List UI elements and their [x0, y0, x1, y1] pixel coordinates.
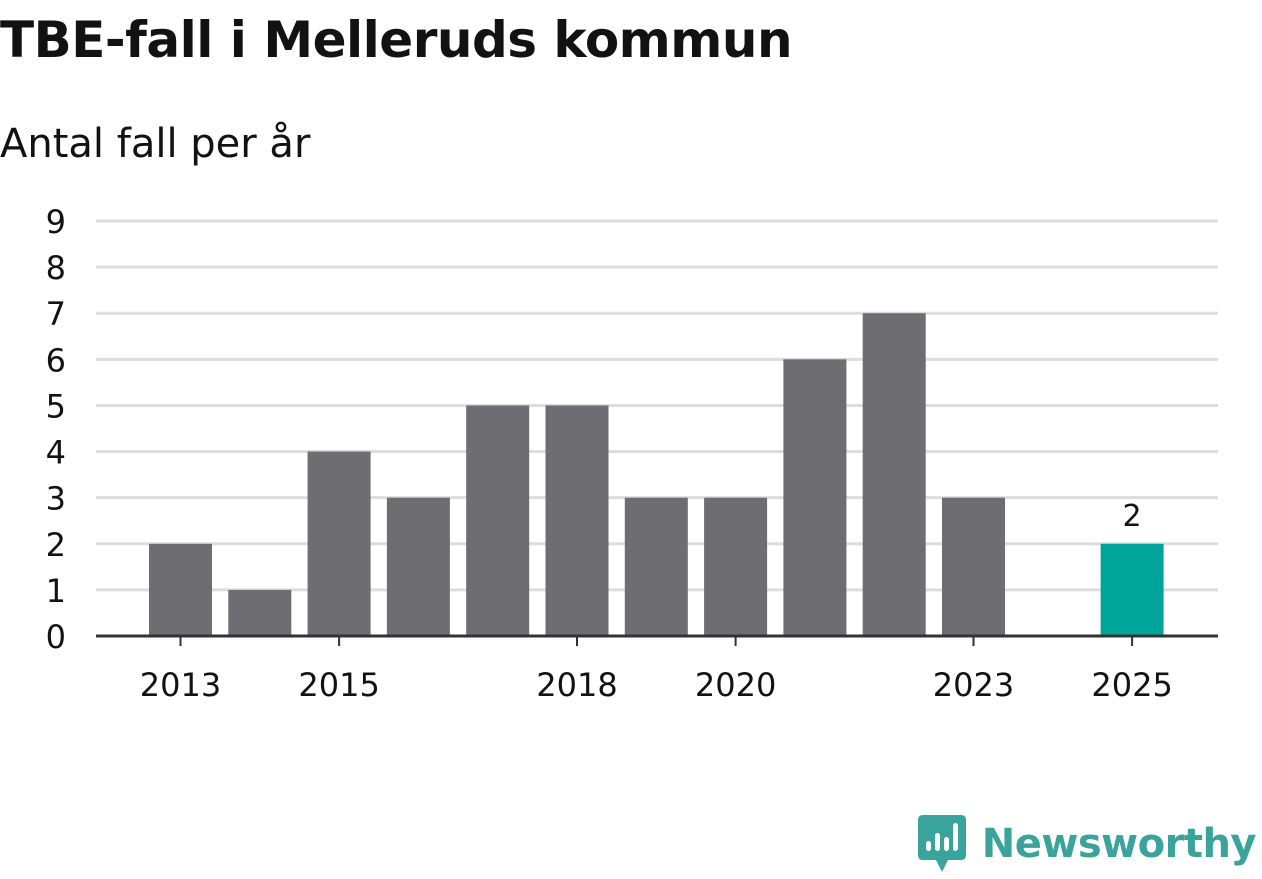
bar-2015 — [307, 451, 371, 636]
bar-2013 — [149, 543, 212, 636]
y-tick-label: 7 — [46, 295, 66, 333]
y-tick-label: 9 — [46, 203, 66, 241]
y-tick-label: 5 — [46, 387, 66, 425]
bar-2017 — [466, 405, 530, 636]
bar-2014 — [228, 589, 292, 636]
x-tick-label: 2018 — [536, 666, 617, 704]
chart-title: TBE-fall i Melleruds kommun — [0, 11, 793, 69]
y-tick-label: 6 — [46, 341, 66, 379]
bar-2023 — [942, 497, 1005, 636]
y-axis-ticks: 0 1 2 3 4 5 6 7 8 9 — [46, 203, 66, 656]
y-tick-label: 0 — [46, 618, 66, 656]
x-tick-label: 2013 — [140, 666, 221, 704]
x-tick-label: 2015 — [298, 666, 379, 704]
bar-2025 — [1100, 543, 1164, 636]
y-tick-label: 8 — [46, 249, 66, 287]
y-tick-label: 2 — [46, 526, 66, 564]
y-tick-label: 3 — [46, 480, 66, 518]
x-tick-label: 2025 — [1091, 666, 1172, 704]
bar-2021 — [783, 359, 847, 636]
bar-2019 — [624, 497, 688, 636]
x-tick-label: 2020 — [695, 666, 776, 704]
bar-2016 — [386, 497, 450, 636]
brand: Newsworthy — [917, 815, 1257, 873]
data-label-2025: 2 — [1123, 499, 1142, 534]
bars — [149, 313, 1164, 636]
bar-2020 — [704, 497, 768, 636]
chart-subtitle: Antal fall per år — [0, 121, 311, 167]
data-labels: 2 — [1123, 499, 1142, 534]
y-tick-label: 4 — [46, 434, 66, 472]
x-tick-label: 2023 — [933, 666, 1014, 704]
x-axis-ticks: 2013 2015 2018 2020 2023 2025 — [140, 636, 1173, 704]
bar-2022 — [862, 313, 926, 636]
y-tick-label: 1 — [46, 572, 66, 610]
brand-name: Newsworthy — [981, 821, 1257, 867]
bar-2018 — [545, 405, 609, 636]
newsworthy-logo-icon — [917, 815, 966, 872]
